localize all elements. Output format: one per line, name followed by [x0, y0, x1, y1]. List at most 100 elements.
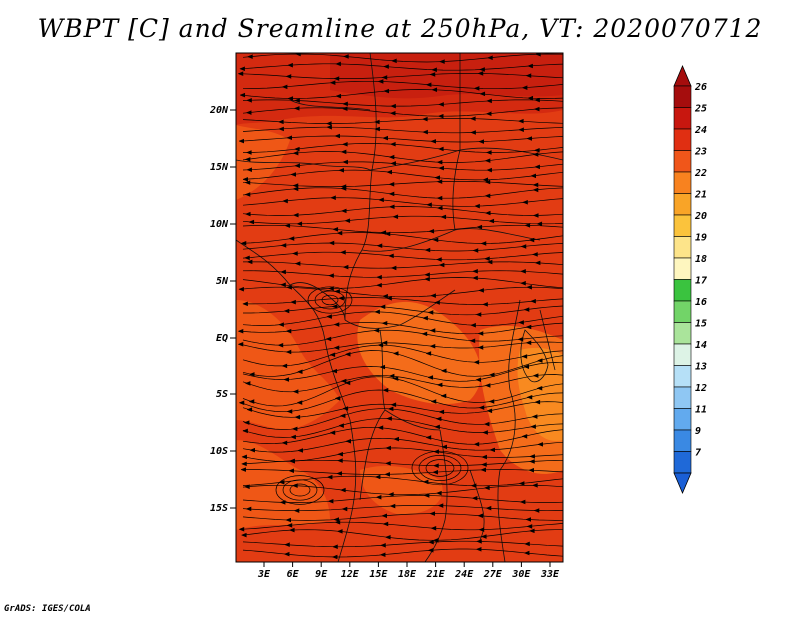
streamline-arrow: [526, 524, 533, 529]
streamline: [242, 89, 563, 99]
streamline: [242, 437, 563, 453]
streamline-arrow: [390, 103, 396, 109]
streamline-arrow: [537, 442, 544, 447]
streamline-arrow: [341, 142, 348, 147]
streamline-arrow: [282, 198, 288, 204]
streamline: [242, 344, 563, 367]
streamline-arrow: [295, 53, 301, 57]
streamline-arrow: [485, 150, 492, 155]
streamline-arrow: [486, 98, 492, 104]
streamline-arrow: [379, 304, 386, 310]
streamline-arrow: [436, 205, 443, 211]
streamline-arrow: [375, 495, 382, 500]
streamline-arrow: [422, 315, 428, 321]
streamline-arrow: [293, 146, 300, 152]
streamline-arrow: [373, 328, 380, 333]
streamline-arrow: [436, 257, 442, 262]
streamline-arrow: [281, 84, 288, 90]
streamline: [243, 469, 563, 475]
streamline-arrow: [528, 467, 535, 473]
streamline-arrow: [480, 241, 487, 246]
streamline: [242, 350, 563, 377]
colorbar-top-triangle: [673, 64, 692, 87]
lon-tick-label: 6E: [287, 569, 300, 580]
colorbar-label: 19: [695, 233, 707, 244]
streamline-arrow: [526, 395, 533, 400]
streamline-arrow: [292, 186, 299, 192]
streamline-arrow: [479, 67, 485, 72]
streamline: [242, 197, 563, 207]
streamline-arrow: [293, 508, 300, 513]
streamline-arrow: [484, 179, 491, 185]
lat-tick-label: 5N: [216, 276, 229, 287]
streamline-arrow: [335, 93, 342, 99]
streamline-arrow: [392, 376, 399, 381]
streamline: [242, 169, 563, 181]
vortex: [411, 450, 469, 486]
streamline-arrow: [384, 472, 391, 477]
map-field: [236, 53, 563, 562]
streamline: [243, 305, 563, 316]
streamline-arrow: [336, 230, 343, 236]
streamline-arrow: [243, 484, 250, 490]
streamline-arrow: [333, 345, 340, 350]
streamline-arrow: [329, 430, 336, 435]
streamline-arrow: [325, 336, 332, 342]
streamline-arrow: [436, 179, 443, 184]
streamline-arrow: [470, 130, 476, 135]
colorbar-label: 17: [695, 276, 707, 287]
streamline-arrow: [482, 177, 489, 183]
streamline-arrow: [534, 97, 540, 103]
streamline-arrow: [332, 544, 338, 549]
streamline-arrow: [438, 102, 444, 107]
streamline-arrow: [485, 505, 492, 511]
streamline-arrow: [287, 96, 294, 101]
streamline-arrow: [534, 260, 541, 266]
colorbar-cell: [673, 279, 692, 302]
streamline-arrow: [473, 360, 480, 365]
streamline-arrow: [435, 490, 442, 496]
colorbar-cell: [673, 322, 692, 345]
streamline: [242, 232, 563, 244]
streamline-arrow: [332, 227, 339, 232]
lon-tick-label: 3E: [257, 569, 271, 580]
streamline-arrow: [388, 154, 395, 160]
streamline-arrow: [528, 237, 535, 243]
streamline-arrow: [477, 513, 484, 518]
streamline: [242, 126, 563, 134]
streamline-arrow: [333, 76, 340, 81]
colorbar-label: 25: [694, 104, 707, 115]
vortex: [425, 459, 455, 477]
streamline: [242, 224, 563, 234]
streamline-arrow: [344, 218, 351, 223]
streamline: [242, 513, 563, 521]
streamline-arrow: [425, 435, 432, 440]
lat-tick-label: 20N: [209, 105, 229, 116]
lat-tick-label: 5S: [216, 389, 228, 400]
streamline-arrow: [388, 182, 395, 187]
streamline: [242, 540, 563, 548]
lon-tick-label: 27E: [483, 569, 503, 580]
colorbar-cell: [673, 429, 692, 452]
streamline-arrow: [374, 474, 381, 480]
streamline-arrow: [378, 197, 384, 203]
streamline-arrow: [331, 304, 338, 309]
streamline: [242, 322, 563, 335]
streamline-arrow: [386, 416, 392, 421]
streamline-arrow: [333, 322, 340, 327]
vortex: [307, 286, 353, 314]
streamline-arrow: [245, 110, 252, 115]
streamline-arrow: [536, 221, 543, 227]
streamline-arrow: [475, 312, 482, 317]
streamline-arrow: [296, 369, 303, 375]
streamline-arrow: [531, 414, 538, 419]
vortex: [314, 290, 346, 310]
streamline-arrow: [294, 414, 301, 420]
streamline-arrow: [532, 373, 539, 378]
streamline-arrow: [340, 250, 346, 255]
streamline: [242, 277, 563, 289]
streamline-arrow: [390, 161, 397, 166]
streamline-arrow: [385, 461, 391, 466]
streamline-arrow: [328, 240, 335, 246]
